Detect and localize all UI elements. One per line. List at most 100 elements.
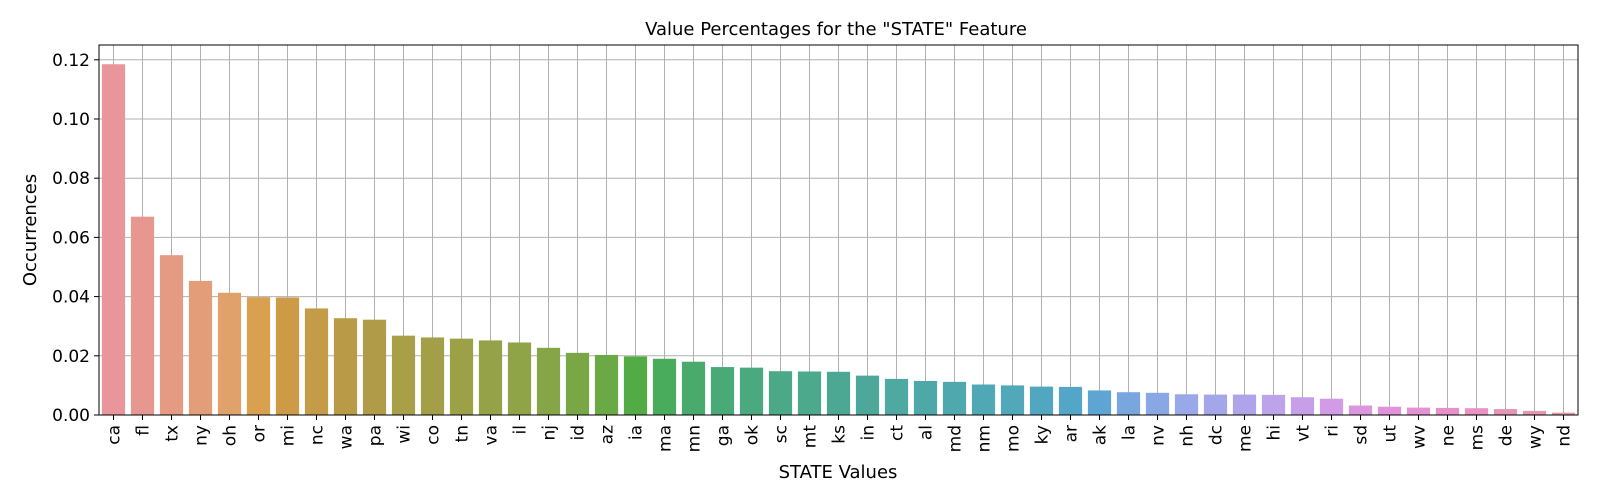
- bar-nc: [304, 308, 329, 415]
- bar-pa: [362, 319, 387, 415]
- x-tick-label: mt: [801, 425, 821, 449]
- bars: [101, 64, 1576, 416]
- x-tick-label: ky: [1033, 425, 1053, 444]
- x-tick-label: mi: [279, 425, 299, 446]
- x-tick-label: ak: [1091, 425, 1111, 445]
- bar-co: [420, 337, 445, 415]
- bar-tn: [449, 338, 474, 415]
- bar-id: [565, 352, 590, 415]
- bar-wi: [391, 335, 416, 415]
- bar-nd: [1551, 412, 1576, 415]
- x-tick-label: tn: [453, 425, 473, 442]
- x-tick-label: ny: [192, 425, 212, 446]
- bar-tx: [159, 255, 184, 415]
- bar-hi: [1261, 394, 1286, 415]
- bar-ny: [188, 280, 213, 415]
- bar-va: [478, 340, 503, 415]
- y-tick-label: 0.06: [52, 228, 90, 248]
- x-tick-label: nc: [308, 425, 328, 445]
- x-tick-label: ga: [714, 425, 734, 446]
- x-tick-label: la: [1120, 425, 1140, 440]
- x-tick-label: sc: [772, 425, 792, 443]
- x-tick-label: wa: [337, 425, 357, 449]
- x-tick-label: de: [1497, 425, 1517, 446]
- x-tick-label: ne: [1439, 425, 1459, 446]
- bar-ak: [1087, 390, 1112, 415]
- x-tick-label: ms: [1468, 425, 1488, 451]
- x-tick-label: il: [511, 425, 531, 434]
- bar-al: [913, 380, 938, 415]
- bar-oh: [217, 292, 242, 415]
- x-tick-label: co: [424, 425, 444, 445]
- x-tick-label: mo: [1004, 425, 1024, 452]
- x-tick-label: fl: [134, 425, 154, 436]
- bar-ri: [1319, 398, 1344, 415]
- x-tick-label: nd: [1555, 425, 1575, 447]
- x-tick-label: ct: [888, 425, 908, 441]
- bar-ok: [739, 367, 764, 415]
- x-tick-label: mn: [685, 425, 705, 452]
- x-tick-label: ks: [830, 425, 850, 444]
- y-tick-label: 0.12: [52, 51, 90, 71]
- bar-de: [1493, 409, 1518, 415]
- bar-la: [1116, 392, 1141, 415]
- bar-nh: [1174, 394, 1199, 415]
- x-tick-label: dc: [1207, 425, 1227, 445]
- x-tick-label: ok: [743, 425, 763, 445]
- x-tick-label: nm: [975, 425, 995, 452]
- bar-nv: [1145, 392, 1170, 415]
- bar-ia: [623, 356, 648, 415]
- bar-nj: [536, 347, 561, 415]
- bar-ct: [884, 378, 909, 415]
- x-tick-label: me: [1236, 425, 1256, 452]
- x-tick-label: wy: [1526, 425, 1546, 449]
- x-tick-label: pa: [366, 425, 386, 446]
- bar-sd: [1348, 405, 1373, 415]
- bar-ut: [1377, 406, 1402, 415]
- bar-ms: [1464, 408, 1489, 415]
- x-tick-label: nh: [1178, 425, 1198, 447]
- x-axis-label: STATE Values: [779, 462, 898, 483]
- x-tick-label: hi: [1265, 425, 1285, 441]
- y-tick-label: 0.02: [52, 347, 90, 367]
- y-axis-ticks: 0.00 0.02 0.04 0.06 0.08 0.10 0.12: [52, 51, 99, 426]
- x-tick-label: nv: [1149, 425, 1169, 446]
- x-tick-label: id: [569, 425, 589, 441]
- bar-mo: [1000, 385, 1025, 415]
- bar-wv: [1406, 407, 1431, 415]
- chart-title: Value Percentages for the "STATE" Featur…: [645, 19, 1027, 40]
- x-tick-label: ri: [1323, 425, 1343, 437]
- x-tick-label: ca: [105, 425, 125, 445]
- x-tick-label: in: [859, 425, 879, 441]
- bar-mi: [275, 297, 300, 415]
- y-axis-label: Occurrences: [20, 174, 41, 286]
- x-tick-label: wv: [1410, 425, 1430, 449]
- bar-mn: [681, 361, 706, 415]
- x-tick-label: sd: [1352, 425, 1372, 445]
- bar-nm: [971, 384, 996, 415]
- y-tick-label: 0.10: [52, 110, 90, 130]
- x-tick-label: tx: [163, 425, 183, 442]
- x-tick-label: va: [482, 425, 502, 445]
- x-tick-label: nj: [540, 425, 560, 441]
- x-tick-label: ut: [1381, 425, 1401, 443]
- y-tick-label: 0.04: [52, 288, 90, 308]
- y-tick-label: 0.08: [52, 169, 90, 189]
- bar-mt: [797, 371, 822, 415]
- bar-me: [1232, 394, 1257, 415]
- bar-or: [246, 297, 271, 415]
- x-tick-label: or: [250, 425, 270, 442]
- x-tick-label: wi: [395, 425, 415, 444]
- bar-il: [507, 342, 532, 415]
- bar-ky: [1029, 386, 1054, 415]
- bar-ne: [1435, 407, 1460, 415]
- bar-wy: [1522, 410, 1547, 415]
- bar-ar: [1058, 386, 1083, 415]
- bar-md: [942, 381, 967, 415]
- bar-az: [594, 354, 619, 415]
- bar-ks: [826, 371, 851, 415]
- bar-dc: [1203, 394, 1228, 415]
- x-tick-label: al: [917, 425, 937, 440]
- x-tick-label: ar: [1062, 425, 1082, 442]
